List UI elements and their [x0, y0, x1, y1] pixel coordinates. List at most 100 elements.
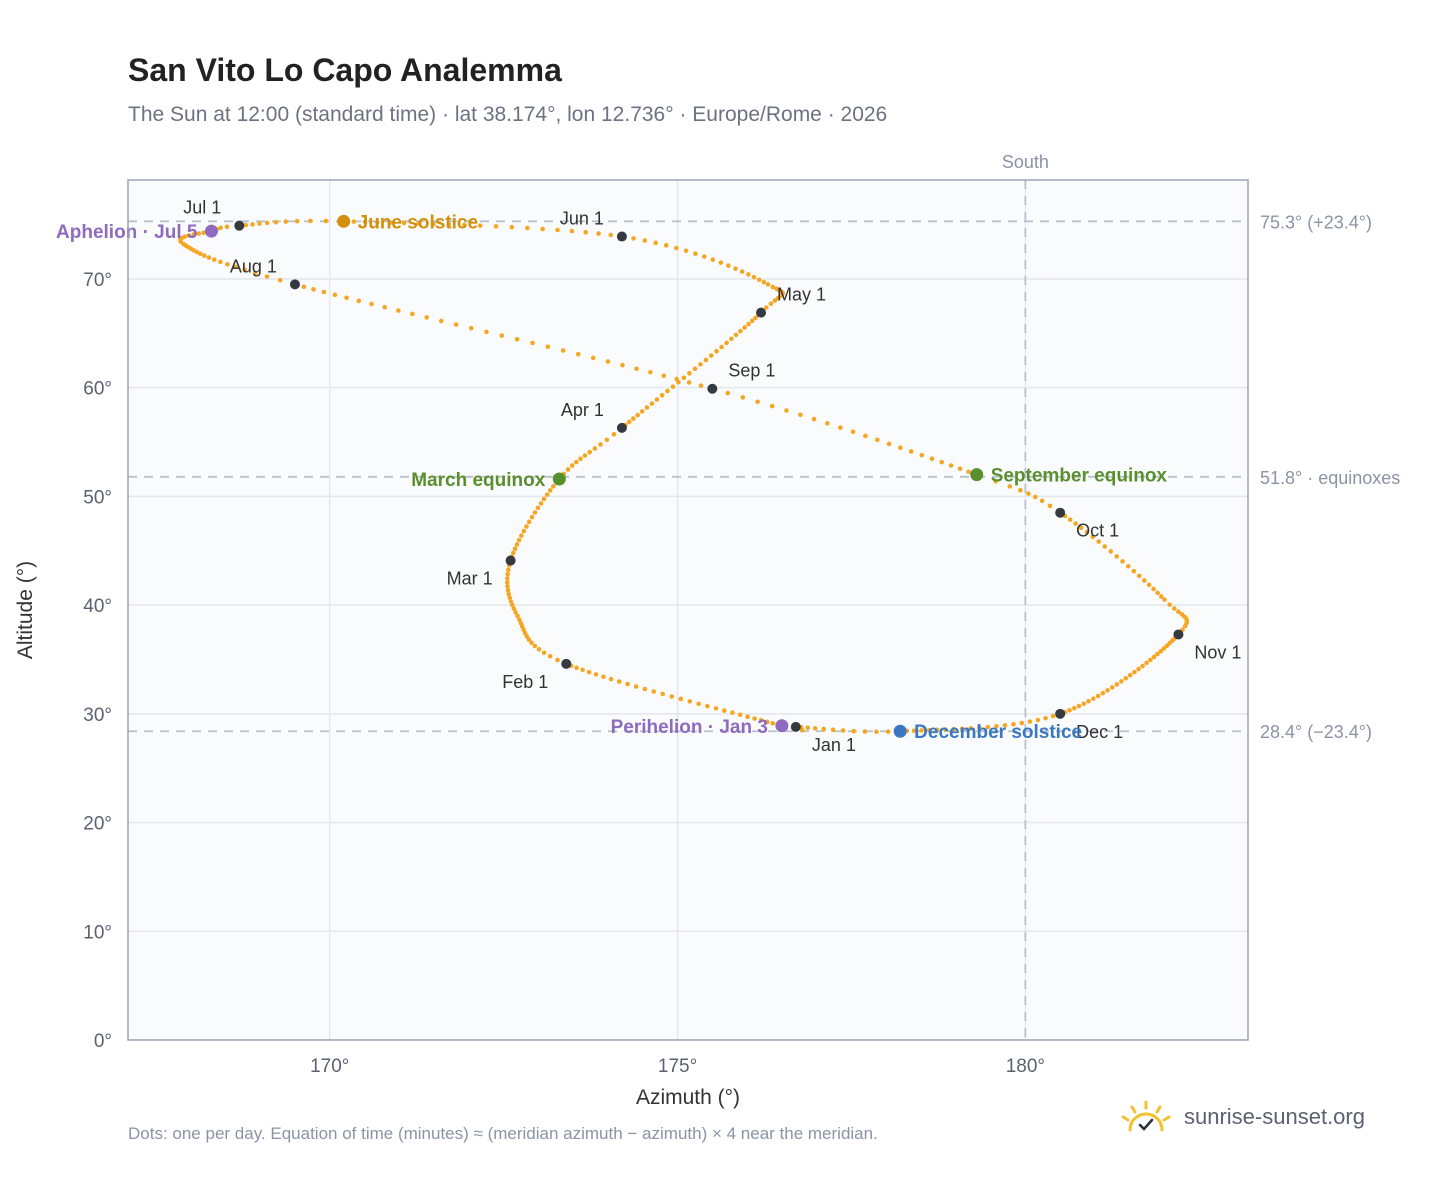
day-dot [758, 717, 764, 723]
day-dot [555, 657, 560, 663]
event-label: December solstice [914, 722, 1082, 743]
day-dot [514, 542, 520, 547]
day-dot [713, 706, 719, 711]
day-dot [683, 248, 689, 254]
day-dot [1108, 549, 1114, 554]
day-dot [1002, 723, 1008, 728]
day-dot [535, 505, 541, 511]
day-dot [586, 669, 592, 675]
day-dot [264, 220, 270, 226]
reference-line-label: 28.4° (−23.4°) [1260, 722, 1372, 742]
day-dot [1018, 487, 1023, 493]
day-dot [1159, 594, 1164, 599]
brand-logo[interactable]: sunrise-sunset.org [1120, 1100, 1365, 1134]
day-dot [770, 284, 776, 290]
day-dot [196, 231, 202, 236]
day-dot [416, 221, 421, 226]
day-dot [631, 416, 636, 421]
day-dot [693, 251, 698, 256]
day-dot [746, 272, 751, 277]
day-dot [578, 456, 583, 462]
day-dot [1086, 698, 1091, 704]
day-dot [593, 672, 599, 677]
day-dot [1140, 663, 1145, 669]
y-tick-label: 0° [94, 1031, 112, 1052]
month-dot [234, 220, 245, 231]
day-dot [369, 301, 374, 307]
x-tick-label: 180° [1006, 1056, 1045, 1077]
month-label: Nov 1 [1194, 642, 1241, 662]
day-dot [625, 681, 630, 687]
day-dot [648, 369, 653, 375]
day-dot [686, 380, 692, 385]
day-dot [1027, 719, 1033, 724]
y-tick-label: 40° [83, 596, 112, 617]
event-label: September equinox [991, 466, 1168, 487]
day-dot [206, 255, 212, 260]
day-dot [825, 421, 830, 426]
y-tick-label: 60° [83, 379, 112, 400]
day-dot [681, 375, 687, 381]
day-dot [1176, 609, 1181, 615]
day-dot [1071, 705, 1077, 711]
day-dot [908, 449, 914, 454]
day-dot [730, 710, 735, 716]
event-label: Aphelion · Jul 5 [56, 222, 198, 243]
day-dot [598, 442, 603, 447]
day-dot [919, 728, 924, 733]
day-dot [705, 703, 710, 709]
day-dot [308, 218, 313, 224]
day-dot [661, 373, 667, 379]
day-dot [1091, 696, 1096, 701]
day-dot [726, 263, 731, 268]
day-dot [198, 251, 203, 257]
day-dot [1007, 484, 1013, 489]
event-label: June solstice [358, 212, 478, 233]
day-dot [919, 452, 925, 458]
day-dot [551, 484, 556, 489]
day-dot [739, 269, 745, 274]
day-dot [1105, 688, 1110, 693]
day-dot [511, 550, 516, 556]
day-dot [957, 466, 963, 471]
day-dot [772, 298, 778, 303]
day-dot [323, 218, 329, 224]
day-dot [948, 463, 954, 468]
day-dot [545, 344, 551, 350]
plot-area [128, 180, 1248, 1040]
day-dot [356, 298, 362, 304]
day-dot [1155, 651, 1160, 657]
day-dot [211, 257, 217, 262]
day-dot [742, 325, 747, 330]
day-dot [1067, 517, 1073, 522]
day-dot [663, 243, 669, 248]
day-dot [1114, 682, 1120, 687]
plot-frame [127, 179, 1249, 1041]
day-dot [512, 546, 518, 552]
day-dot [1081, 701, 1087, 706]
day-dot [574, 665, 579, 671]
day-dot [257, 221, 262, 226]
day-dot [508, 599, 514, 604]
month-label: Feb 1 [502, 672, 548, 692]
day-dot [505, 576, 510, 581]
day-dot [639, 409, 645, 414]
day-dot [851, 728, 857, 734]
month-label: Apr 1 [561, 400, 604, 420]
day-dot [608, 676, 614, 682]
reference-line-label: 51.8° · equinoxes [1260, 468, 1400, 488]
day-dot [509, 224, 515, 230]
day-dot [1119, 679, 1124, 684]
day-dot [968, 726, 974, 731]
day-dot [511, 606, 517, 611]
day-dot [755, 399, 760, 405]
day-dot [862, 729, 868, 734]
day-dot [294, 218, 300, 224]
grid-lines [128, 180, 1248, 1041]
day-dot [351, 219, 357, 224]
day-dot [505, 584, 510, 589]
day-dot [1050, 713, 1056, 719]
day-dot [805, 725, 810, 730]
day-dot [934, 727, 940, 733]
